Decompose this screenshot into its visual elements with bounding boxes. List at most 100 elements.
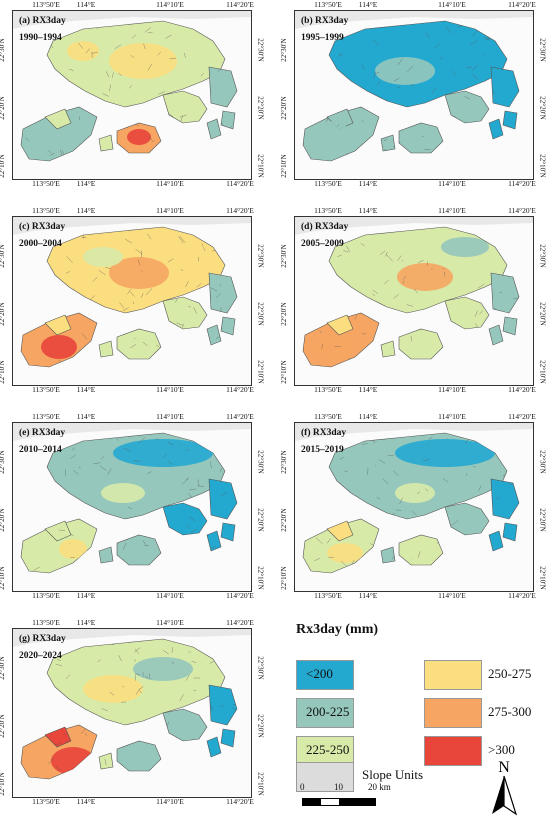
slope-unit-boundary [97,659,101,663]
slope-unit-boundary [107,570,110,573]
slope-unit-boundary [147,63,152,71]
longitude-label: 114°10′E [156,797,184,806]
territory-map [13,11,251,162]
longitude-label: 113°50′E [314,179,342,188]
slope-unit-boundary [497,525,503,532]
slope-unit-boundary [403,276,406,280]
rainfall-zone [395,483,435,503]
slope-unit-boundary [141,516,147,521]
land-region [220,728,236,748]
longitude-label: 114°20′E [226,0,254,9]
latitude-label: 22°30′N [538,450,546,474]
latitude-label: 22°10′N [0,360,6,384]
slope-unit-boundary [147,471,152,474]
latitude-label: 22°20′N [538,508,546,532]
slope-unit-boundary [235,153,237,158]
slope-unit-boundary [303,104,307,110]
longitude-label: 114°E [358,179,378,188]
slope-unit-boundary [135,673,141,676]
slope-unit-boundary [426,261,429,266]
longitude-label: 114°E [76,412,96,421]
scalebar-label-0: 0 [300,782,305,792]
slope-unit-boundary [109,691,115,696]
slope-unit-boundary [474,310,478,317]
slope-unit-boundary [65,674,71,680]
latitude-label: 22°10′N [280,154,288,178]
slope-unit-boundary [451,520,459,526]
longitude-label: 114°10′E [438,591,466,600]
slope-unit-boundary [23,57,26,63]
land-region [398,328,444,360]
slope-unit-boundary [435,104,441,112]
slope-unit-boundary [382,478,389,485]
slope-unit-boundary [314,557,321,561]
slope-unit-boundary [531,252,532,258]
latitude-label: 22°30′N [0,450,6,474]
slope-unit-boundary [236,279,237,283]
slope-unit-boundary [377,81,381,85]
slope-unit-boundary [245,369,250,371]
slope-unit-boundary [171,150,179,155]
slope-unit-boundary [24,664,27,671]
slope-unit-boundary [203,247,206,252]
longitude-label: 113°50′E [314,0,342,9]
slope-unit-boundary [316,527,323,531]
slope-unit-boundary [326,115,329,123]
slope-unit-boundary [249,761,250,765]
slope-unit-boundary [339,456,345,460]
slope-unit-boundary [220,492,227,497]
longitude-label: 113°50′E [314,206,342,215]
slope-unit-boundary [168,461,173,465]
slope-unit-boundary [397,255,402,261]
land-region [490,272,520,314]
slope-unit-boundary [155,438,159,440]
mainland-background [295,217,533,235]
slope-unit-boundary [222,139,228,146]
slope-unit-boundary [414,288,418,294]
slope-unit-boundary [472,64,479,71]
longitude-label: 114°20′E [226,591,254,600]
slope-unit-boundary [69,227,72,232]
map-panel-c: (c) RX3day 2000–2004 113°50′E 113°50′E 114°E… [0,206,264,396]
slope-unit-boundary [139,527,144,535]
slope-unit-boundary [337,53,342,58]
slope-unit-boundary [346,245,351,253]
land-region [162,708,208,742]
longitude-label: 113°50′E [32,206,60,215]
slope-unit-boundary [495,526,498,529]
slope-unit-boundary [422,459,430,462]
slope-unit-boundary [481,26,483,32]
slope-unit-boundary [188,306,191,308]
slope-unit-boundary [220,705,224,707]
slope-unit-boundary [78,466,81,469]
slope-unit-boundary [134,659,136,662]
territory-map [13,217,251,371]
mainland-background [295,11,533,29]
slope-unit-boundary [169,738,173,744]
slope-unit-boundary [167,441,174,446]
slope-unit-boundary [69,533,74,537]
slope-unit-boundary [379,459,386,464]
land-region [208,272,238,314]
slope-unit-boundary [219,157,224,161]
slope-unit-boundary [307,59,314,65]
slope-unit-boundary [353,577,360,582]
slope-unit-boundary [334,346,341,348]
slope-unit-boundary [393,328,396,331]
slope-unit-boundary [502,474,505,477]
latitude-label: 22°20′N [538,302,546,326]
slope-unit-boundary [472,73,479,81]
slope-unit-boundary [204,645,209,651]
longitude-label: 114°20′E [226,797,254,806]
slope-unit-boundary [396,86,401,89]
slope-unit-boundary [222,463,224,465]
panel-title: (c) RX3day [19,222,66,232]
land-region [206,118,222,140]
slope-unit-boundary [243,780,248,786]
slope-unit-boundary [178,236,184,244]
slope-unit-boundary [78,777,86,779]
slope-unit-boundary [456,548,462,552]
slope-unit-boundary [467,433,474,440]
slope-unit-boundary [180,269,184,271]
slope-unit-boundary [352,160,359,161]
